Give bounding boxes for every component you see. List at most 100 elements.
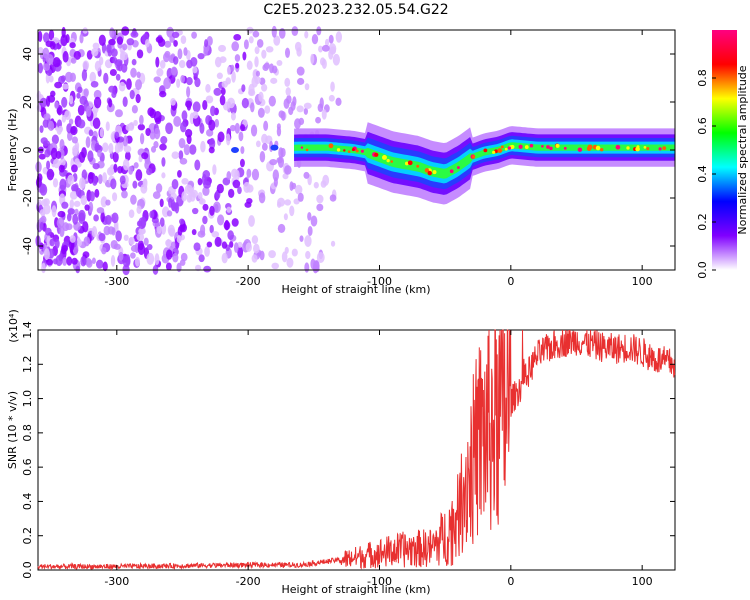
spectrogram-noise-cell [269, 159, 278, 166]
spectrogram-noise-cell [335, 31, 343, 43]
spectrogram-hotspot [643, 146, 647, 149]
spectrogram-noise-cell [180, 252, 188, 262]
spectrogram-noise-cell [113, 163, 118, 173]
spectrogram-noise-cell [204, 39, 209, 48]
spectrogram-y-ticks: -40 -20 0 20 40 [21, 47, 675, 255]
spectrogram-noise-cell [328, 43, 337, 55]
spectrogram-noise-cell [125, 151, 131, 161]
spectrogram-hotspot [549, 146, 553, 151]
spectrogram-noise-cell [200, 140, 206, 153]
spectrogram-hotspot [471, 155, 476, 159]
spectrogram-noise-cell [210, 105, 216, 117]
spectrogram-noise-cell [228, 188, 235, 199]
spectrogram-noise-cell [231, 41, 240, 52]
spectrogram-noise-cell [159, 198, 164, 208]
spectrogram-noise-cell [285, 47, 291, 58]
spectrogram-noise-cell [235, 62, 240, 69]
spectrogram-noise-cell [166, 238, 171, 249]
spectrogram-noise-cell [100, 196, 108, 208]
spectrogram-noise-cell [152, 191, 161, 199]
spectrogram-noise-cell [72, 147, 78, 157]
spectrogram-noise-cell [276, 123, 281, 130]
spectrogram-noise-cell [260, 83, 268, 92]
spectrogram-noise-cell [212, 164, 217, 175]
spectrogram-noise-cell [56, 217, 65, 229]
spectrogram-noise-cell [61, 96, 68, 108]
spectrogram-noise-cell [255, 140, 261, 148]
spectrogram-x-label: Height of straight line (km) [281, 283, 430, 296]
spectrogram-noise-cell [246, 184, 254, 193]
spectrogram-noise-cell [60, 75, 66, 82]
spectrogram-noise-cell [273, 177, 278, 187]
spectrogram-noise-cell [40, 137, 48, 145]
spectrogram-noise-cell [251, 235, 259, 244]
spectrogram-noise-cell [51, 205, 57, 218]
spectrogram-noise-cell [143, 237, 149, 246]
spectrogram-noise-cell [114, 109, 123, 118]
spectrogram-noise-cell [186, 134, 192, 145]
spectrogram-noise-cell [179, 259, 186, 266]
spectrogram-noise-cell [135, 93, 141, 104]
spectrogram-noise-cell [87, 150, 94, 162]
colorbar-tick-label: 0.6 [696, 117, 709, 135]
spectrogram-x-tick-label: 100 [632, 275, 653, 288]
spectrogram-noise-cell [111, 212, 119, 224]
spectrogram-noise-cell [146, 252, 155, 265]
spectrogram-noise-cell [316, 252, 325, 263]
snr-x-tick-label: -100 [367, 575, 392, 588]
spectrogram-noise-cell [81, 69, 88, 82]
spectrogram-hotspot [595, 145, 601, 151]
spectrogram-noise-cell [205, 95, 214, 104]
spectrogram-noise-cell [263, 62, 270, 69]
spectrogram-noise-cell [261, 142, 268, 151]
spectrogram-noise-cell [91, 226, 98, 238]
spectrogram-noise-cell [191, 31, 197, 39]
spectrogram-noise-cell [51, 134, 59, 145]
spectrogram-noise-cell [191, 207, 199, 215]
spectrogram-noise-cell [69, 95, 74, 105]
snr-x-tick-label: -300 [104, 575, 129, 588]
snr-y-tick-label: 0.6 [21, 458, 34, 476]
spectrogram-noise-cell [261, 49, 267, 59]
spectrogram-noise-cell [120, 51, 129, 61]
spectrogram-noise-cell [100, 211, 105, 223]
spectrogram-y-label: Frequency (Hz) [6, 109, 19, 192]
spectrogram-noise-cell [330, 81, 335, 92]
spectrogram-hotspot [305, 148, 309, 152]
spectrogram-noise-cell [131, 105, 138, 114]
spectrogram-noise-cell [106, 43, 112, 54]
spectrogram-noise-cell [173, 39, 178, 47]
spectrogram-noise-cell [102, 142, 109, 153]
spectrogram-noise-cell [321, 58, 327, 69]
spectrogram-noise-cell [251, 254, 258, 263]
spectrogram-noise-cell [128, 209, 135, 218]
spectrogram-noise-cell [226, 171, 232, 181]
spectrogram-noise-cell [304, 83, 310, 91]
spectrogram-noise-cell [165, 249, 173, 260]
spectrogram-noise-cell [126, 38, 135, 46]
spectrogram-noise-cell [58, 164, 65, 173]
spectrogram-noise-cell [209, 205, 215, 216]
spectrogram-noise-cell [197, 230, 206, 238]
spectrogram-hotspot [347, 150, 351, 153]
spectrogram-noise-cell [35, 161, 42, 173]
spectrogram-noise-cell [82, 60, 90, 71]
spectrogram-noise-cell [297, 192, 304, 202]
spectrogram-noise-cell [208, 119, 216, 131]
spectrogram-noise-cell [159, 90, 167, 98]
spectrogram-y-tick-label: 40 [21, 47, 34, 61]
spectrogram-hotspot [449, 169, 454, 174]
spectrogram-noise-cell [60, 34, 68, 47]
spectrogram-noise-cell [101, 247, 107, 255]
spectrogram-noise-cell [67, 208, 76, 215]
spectrogram-noise-cell [295, 184, 303, 195]
spectrogram-hotspot [497, 148, 503, 153]
spectrogram-noise-cell [122, 96, 128, 108]
spectrogram-noise-cell [178, 60, 186, 69]
spectrogram-noise-cell [156, 225, 162, 234]
spectrogram-noise-cell [165, 122, 173, 135]
spectrogram-noise-cell [198, 254, 205, 263]
spectrogram-noise-cell [91, 257, 96, 264]
snr-y-ticks: 0.0 0.2 0.4 0.6 0.8 1.0 1.2 1.4 [21, 321, 675, 579]
spectrogram-noise-cell [77, 119, 86, 129]
